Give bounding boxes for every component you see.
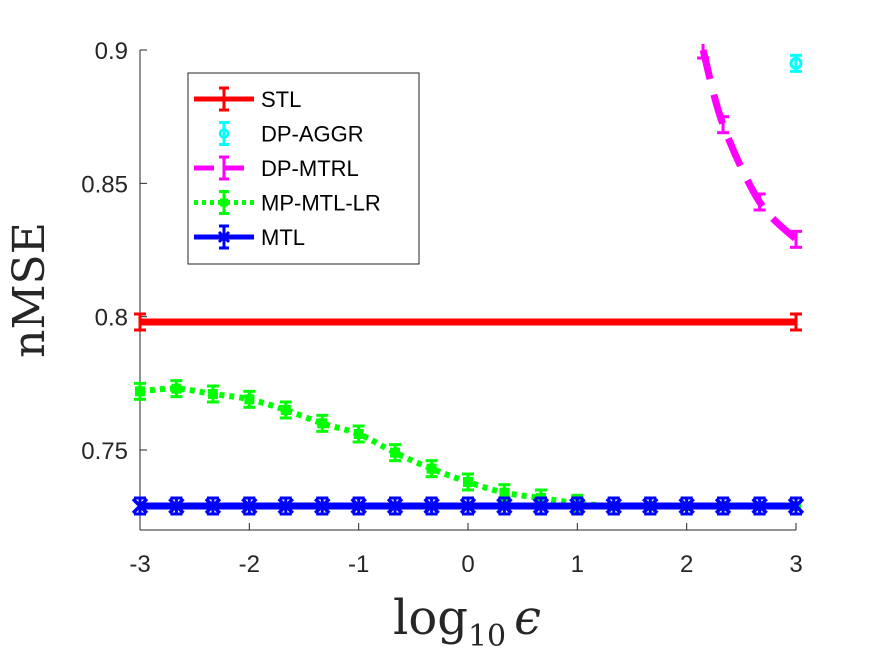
legend-label-dp-aggr: DP-AGGR bbox=[261, 122, 364, 147]
x-tick-label: -1 bbox=[348, 551, 369, 578]
x-tick-label: 3 bbox=[789, 551, 802, 578]
data-point-mtl bbox=[751, 497, 768, 515]
data-point-mp-mtl-lr bbox=[171, 383, 182, 394]
y-tick-label: 0.8 bbox=[95, 305, 128, 332]
data-point-mp-mtl-lr bbox=[426, 463, 437, 474]
legend-label-stl: STL bbox=[261, 87, 301, 112]
y-axis-title: nMSE bbox=[4, 222, 55, 358]
axes: -3 -2 -1 0 1 2 3 0.75 0.8 0.85 0.9 bbox=[81, 38, 802, 578]
x-tick-label: -3 bbox=[129, 551, 150, 578]
data-point-mp-mtl-lr bbox=[280, 405, 291, 415]
data-point-mtl bbox=[314, 497, 331, 515]
y-tick-label: 0.9 bbox=[95, 38, 128, 65]
legend-marker-mp-mtl-lr bbox=[220, 198, 228, 207]
legend-label-dp-mtrl: DP-MTRL bbox=[261, 156, 359, 181]
data-point-mtl bbox=[423, 497, 440, 515]
x-tick-label: 2 bbox=[680, 551, 693, 578]
data-point-mp-mtl-lr bbox=[463, 477, 473, 487]
data-point-mp-mtl-lr bbox=[390, 447, 401, 458]
data-point-mtl bbox=[168, 497, 185, 515]
y-tick-label: 0.85 bbox=[81, 171, 128, 198]
series-line-dp-mtrl bbox=[699, 49, 799, 242]
series-group bbox=[132, 44, 804, 516]
x-tick-label: -2 bbox=[239, 551, 260, 578]
legend-marker-dp-aggr bbox=[218, 128, 230, 139]
x-tick-label: 1 bbox=[571, 551, 584, 578]
data-point-mtl bbox=[532, 497, 550, 515]
data-point-mp-mtl-lr bbox=[244, 394, 255, 405]
data-point-mp-mtl-lr bbox=[317, 418, 328, 429]
x-axis-title-log: log bbox=[393, 590, 468, 646]
data-point-mtl bbox=[496, 497, 513, 515]
data-point-mtl bbox=[678, 497, 695, 515]
data-point-mtl bbox=[386, 497, 404, 515]
x-axis-title-epsilon: ϵ bbox=[514, 590, 541, 646]
data-point-mtl bbox=[459, 497, 477, 515]
data-point-dp-aggr bbox=[789, 56, 803, 70]
legend-label-mtl: MTL bbox=[261, 225, 305, 250]
data-point-mp-mtl-lr bbox=[353, 429, 364, 439]
data-point-mtl bbox=[132, 497, 149, 515]
data-point-mtl bbox=[204, 497, 222, 515]
legend: STL DP-AGGR DP-MTRL MP-MTL-LR MTL bbox=[187, 72, 420, 265]
legend-label-mp-mtl-lr: MP-MTL-LR bbox=[261, 191, 381, 216]
x-axis-title: log10 ϵ bbox=[393, 590, 541, 654]
data-point-mtl bbox=[605, 497, 622, 515]
data-point-mtl bbox=[241, 497, 258, 515]
x-tick-label: 0 bbox=[461, 551, 474, 578]
y-tick-label: 0.75 bbox=[81, 438, 128, 465]
data-point-mtl bbox=[714, 497, 732, 515]
x-axis-title-base: 10 bbox=[468, 619, 506, 654]
data-point-mp-mtl-lr bbox=[207, 389, 218, 399]
data-point-mtl bbox=[642, 497, 659, 515]
data-point-mtl bbox=[277, 497, 294, 515]
plot-area bbox=[132, 44, 804, 516]
data-point-mp-mtl-lr bbox=[135, 386, 145, 397]
data-point-mtl bbox=[787, 497, 804, 515]
data-point-mtl bbox=[569, 497, 586, 515]
legend-marker-mtl bbox=[217, 230, 231, 244]
data-point-mp-mtl-lr bbox=[499, 487, 510, 498]
data-point-mtl bbox=[350, 497, 367, 515]
